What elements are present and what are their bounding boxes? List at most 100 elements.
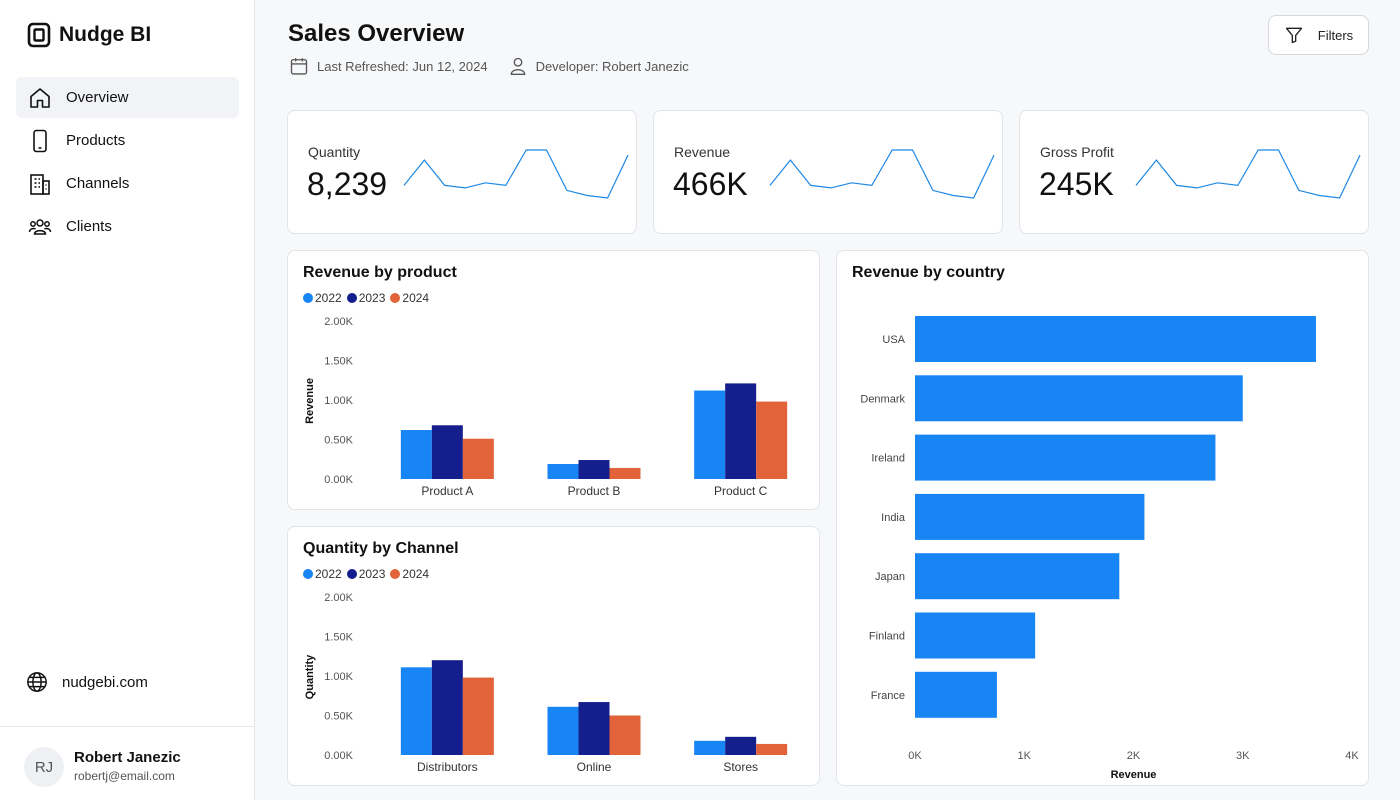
legend-label: 2022 [315, 291, 342, 305]
legend-dot [303, 569, 313, 579]
y-tick-label: 2.00K [324, 316, 353, 328]
bar-2022 [400, 667, 432, 755]
legend-item[interactable]: 2022 [303, 567, 342, 581]
revenue-by-product-card: 0.00K 0.50K 1.00K 1.50K 2.00K Revenue Product … [287, 250, 820, 510]
chart-title: Quantity by Channel [303, 540, 459, 557]
y-tick-label: 0.50K [324, 711, 353, 723]
bar-2022 [694, 740, 726, 755]
legend-item[interactable]: 2022 [303, 291, 342, 305]
y-tick-label: France [871, 690, 905, 702]
bar-2024 [756, 401, 788, 479]
phone-icon [33, 129, 47, 152]
y-tick-label: 1.00K [324, 395, 353, 407]
y-tick-label: 0.00K [324, 750, 353, 762]
bar-usa [915, 316, 1316, 362]
sidebar-item-label: Products [66, 132, 126, 149]
logo-icon [27, 22, 51, 48]
x-tick-label: Product B [568, 484, 621, 498]
y-tick-label: India [881, 512, 906, 524]
bar-2023 [725, 383, 757, 479]
x-tick-label: 4K [1345, 750, 1359, 762]
sparkline-series [769, 149, 995, 199]
x-tick-label: 0K [908, 750, 922, 762]
sidebar-item-label: Channels [66, 175, 130, 192]
last-refreshed-text: Last Refreshed: Jun 12, 2024 [317, 58, 488, 74]
developer-text: Developer: Robert Janezic [535, 58, 689, 74]
bar-2022 [400, 430, 432, 479]
bar-2023 [578, 460, 610, 479]
chart-title: Revenue by product [303, 264, 457, 281]
sparkline-series [1135, 149, 1361, 199]
page-title: Sales Overview [288, 20, 465, 47]
avatar: RJ [24, 747, 64, 787]
quantity-by-channel-chart: 0.00K 0.50K 1.00K 1.50K 2.00K Quantity Distrib… [304, 592, 788, 774]
kpi-label: Gross Profit [1040, 144, 1114, 160]
bar-2024 [462, 677, 494, 755]
sidebar-item-overview[interactable]: Overview [16, 77, 239, 118]
legend-dot [346, 293, 357, 303]
sidebar-item-channels[interactable]: Channels [16, 163, 239, 204]
revenue-by-country-chart: USA Denmark Ireland India Japan Finland France… [860, 316, 1359, 781]
x-tick-label: 3K [1236, 750, 1250, 762]
y-tick-label: 1.50K [324, 356, 353, 368]
page-meta: Last Refreshed: Jun 12, 2024 Developer: … [289, 56, 709, 76]
quantity-by-channel-card: 0.00K 0.50K 1.00K 1.50K 2.00K Quantity Distrib… [287, 526, 820, 786]
bar-2023 [431, 660, 463, 755]
legend-dot [390, 293, 401, 303]
bar-2023 [431, 425, 463, 479]
legend-item[interactable]: 2023 [346, 567, 385, 581]
x-tick-label: 2K [1127, 750, 1141, 762]
bar-2024 [756, 743, 788, 755]
bar-japan [915, 553, 1120, 600]
sidebar-item-products[interactable]: Products [16, 120, 239, 161]
legend-label: 2024 [402, 567, 430, 581]
legend-item[interactable]: 2024 [390, 567, 429, 581]
site-link-label: nudgebi.com [62, 673, 148, 691]
developer: Developer: Robert Janezic [508, 56, 689, 76]
bar-2024 [609, 467, 641, 479]
kpi-value: 8,239 [307, 166, 388, 202]
user-profile[interactable]: RJ Robert Janezic robertj@email.com [0, 726, 254, 800]
bar-2024 [609, 715, 641, 755]
y-tick-label: 0.00K [324, 474, 353, 486]
y-tick-label: 1.00K [324, 671, 353, 683]
x-axis-label: Revenue [1111, 769, 1157, 781]
y-tick-label: 1.50K [324, 632, 353, 644]
y-tick-label: Ireland [871, 453, 905, 465]
kpi-label: Quantity [308, 144, 361, 160]
sidebar: Nudge BI Overview Products [0, 0, 255, 800]
site-link[interactable]: nudgebi.com [26, 671, 148, 693]
users-icon [28, 218, 52, 235]
y-tick-label: 0.50K [324, 435, 353, 447]
legend-item[interactable]: 2023 [346, 291, 386, 305]
bar-2023 [578, 702, 610, 755]
y-tick-label: Japan [875, 571, 905, 583]
bar-finland [915, 612, 1036, 659]
chart-legend: 2022 2023 2024 [303, 291, 429, 305]
kpi-card-revenue: Revenue 466K [653, 110, 1003, 234]
legend-dot [303, 293, 313, 303]
bar-france [915, 671, 997, 718]
legend-item[interactable]: 2024 [390, 291, 429, 305]
home-icon [30, 87, 50, 108]
bar-2023 [725, 736, 757, 755]
brand[interactable]: Nudge BI [27, 22, 151, 48]
x-tick-label: Product A [421, 484, 473, 498]
building-icon [30, 173, 50, 195]
legend-label: 2024 [402, 291, 430, 305]
legend-label: 2022 [315, 567, 342, 581]
sidebar-item-label: Overview [66, 89, 129, 106]
filters-button[interactable]: Filters [1268, 15, 1369, 55]
bar-2022 [547, 706, 579, 755]
sidebar-item-clients[interactable]: Clients [16, 206, 239, 247]
bar-denmark [915, 375, 1243, 422]
bar-ireland [915, 434, 1216, 481]
bar-2024 [462, 438, 494, 479]
kpi-value: 245K [1039, 166, 1114, 202]
legend-dot [390, 569, 401, 579]
brand-name: Nudge BI [59, 23, 152, 46]
bar-india [915, 493, 1145, 540]
calendar-icon [290, 58, 308, 75]
sidebar-nav: Overview Products Channels [16, 77, 239, 249]
legend-label: 2023 [358, 291, 386, 305]
